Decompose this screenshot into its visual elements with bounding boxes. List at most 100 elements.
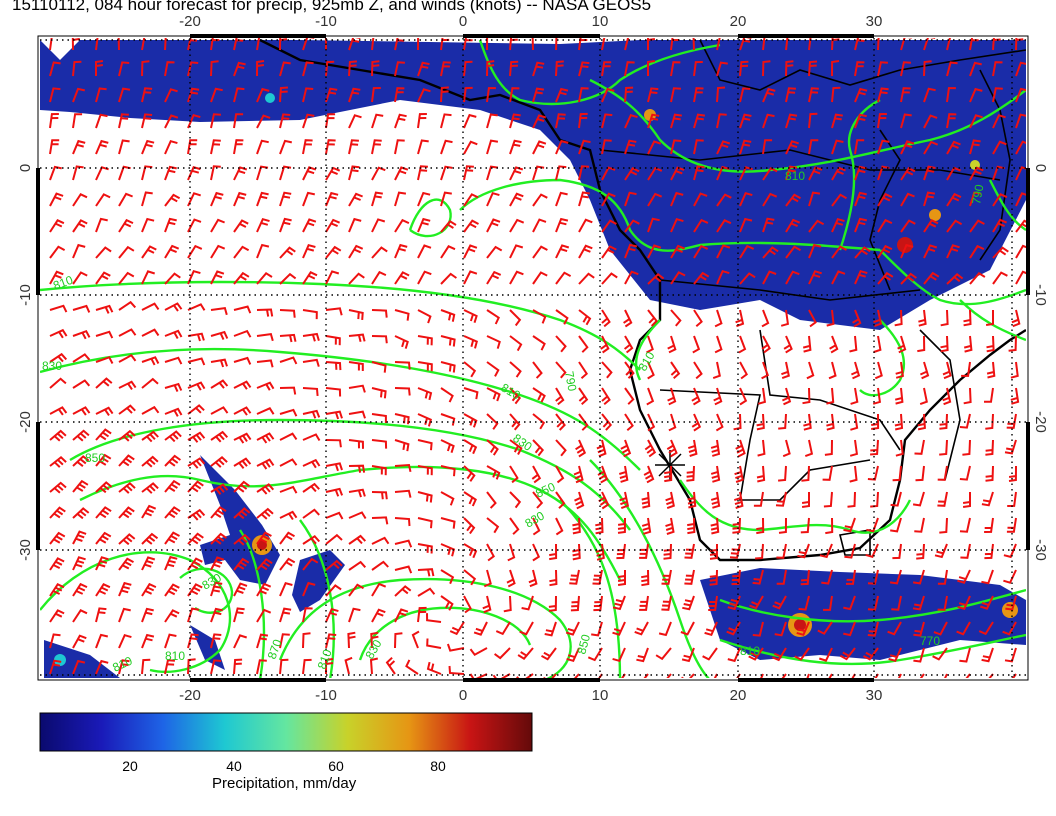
- wind-barb: [634, 621, 649, 636]
- wind-barb: [572, 517, 581, 535]
- wind-barb: [256, 432, 275, 444]
- wind-barb: [117, 38, 120, 51]
- wind-barb: [95, 583, 111, 597]
- wind-barb: [348, 272, 365, 285]
- wind-barb: [72, 353, 91, 363]
- wind-barb: [785, 193, 801, 207]
- wind-barb: [469, 647, 488, 656]
- wind-barb: [693, 165, 705, 181]
- wind-barb: [210, 306, 228, 316]
- wind-barb: [463, 60, 473, 77]
- wind-barb: [440, 272, 457, 285]
- wind-barb: [716, 38, 721, 51]
- wind-barb: [710, 465, 721, 483]
- wind-barb: [348, 511, 367, 520]
- wind-barb: [808, 87, 819, 103]
- wind-barb: [762, 38, 766, 51]
- wind-barb: [794, 647, 810, 661]
- wind-barb: [302, 632, 311, 649]
- wind-barb: [733, 491, 744, 509]
- wind-barb: [49, 429, 67, 442]
- wind-barb: [532, 361, 543, 379]
- wind-barb: [371, 309, 388, 318]
- contour-label: 810: [785, 169, 805, 183]
- wind-barb: [440, 219, 457, 233]
- wind-barb: [1003, 569, 1017, 584]
- wind-barb: [624, 86, 634, 103]
- wind-barb: [854, 61, 865, 77]
- wind-barb: [624, 219, 640, 233]
- wind-barb: [709, 543, 718, 560]
- wind-barb: [49, 192, 64, 207]
- wind-barb: [256, 139, 269, 155]
- wind-barb: [681, 647, 695, 663]
- wind-barb: [417, 270, 432, 285]
- wind-barb: [95, 38, 99, 51]
- wind-barb: [969, 114, 983, 129]
- wind-barb: [486, 38, 489, 51]
- wind-barb: [72, 455, 90, 467]
- wind-barb: [426, 613, 442, 623]
- wind-barb: [164, 407, 183, 417]
- wind-barb: [394, 463, 412, 473]
- wind-barb: [934, 543, 948, 559]
- wind-barb: [532, 87, 545, 103]
- wind-barb: [164, 659, 175, 675]
- wind-barb: [819, 647, 833, 662]
- wind-barb: [448, 665, 465, 675]
- colorbar: [39, 712, 533, 752]
- wind-barb: [233, 271, 250, 285]
- wind-barb: [1015, 140, 1026, 155]
- wind-barb: [164, 506, 181, 519]
- wind-barb: [95, 531, 112, 545]
- wind-barb: [957, 569, 971, 584]
- wind-barb: [325, 113, 336, 129]
- wind-barb: [256, 332, 274, 342]
- wind-barb: [446, 643, 465, 652]
- wind-barb: [164, 583, 180, 597]
- wind-barb: [118, 404, 136, 415]
- wind-barb: [716, 61, 728, 77]
- wind-barb: [509, 387, 522, 405]
- wind-barb: [256, 60, 265, 77]
- lon-tick-top: 20: [730, 13, 747, 30]
- wind-barb: [486, 87, 496, 103]
- wind-barb: [716, 165, 730, 181]
- wind-barb: [831, 86, 841, 103]
- wind-barb: [394, 139, 405, 155]
- contour-labels: 810 830 850 850 830 810 790 810 830 850 …: [42, 169, 986, 675]
- wind-barb: [969, 61, 982, 77]
- wind-barb: [962, 439, 971, 456]
- wind-barb: [118, 218, 134, 233]
- wind-barb: [962, 492, 971, 508]
- wind-barb: [210, 358, 228, 368]
- wind-barb: [806, 361, 815, 380]
- wind-barb: [821, 569, 833, 585]
- lat-ticks-right: 0 -10 -20 -30: [1032, 164, 1049, 561]
- wind-barb: [440, 309, 456, 322]
- wind-barb: [348, 165, 360, 181]
- wind-barb: [667, 387, 677, 406]
- wind-barb: [509, 113, 521, 129]
- wind-barb: [846, 569, 856, 585]
- wind-barb: [923, 38, 936, 51]
- wind-barb: [440, 86, 449, 103]
- wind-barb: [578, 165, 590, 181]
- wind-barb: [624, 191, 637, 207]
- wind-barb: [394, 608, 409, 623]
- wind-barb: [687, 517, 696, 535]
- colorbar-tick: 40: [226, 758, 242, 774]
- wind-barb: [543, 673, 557, 678]
- wind-barb: [646, 387, 655, 406]
- wind-barb: [555, 38, 558, 51]
- wind-barb: [887, 621, 902, 636]
- wind-barb: [210, 38, 220, 51]
- wind-barb: [708, 595, 718, 611]
- wind-barb: [141, 139, 155, 155]
- wind-barb: [802, 387, 811, 405]
- wind-barb: [992, 114, 1006, 129]
- wind-barb: [325, 139, 336, 155]
- wind-barb: [877, 113, 887, 129]
- wind-barb: [72, 429, 90, 442]
- wind-barb: [417, 165, 428, 181]
